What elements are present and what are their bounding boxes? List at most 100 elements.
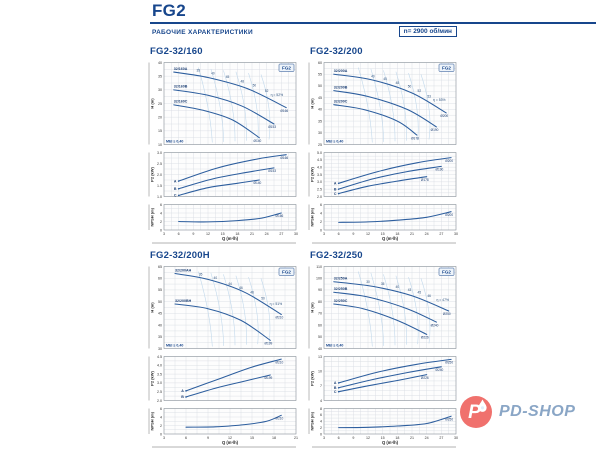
svg-text:6: 6 <box>178 232 180 236</box>
svg-text:Q (m³/h): Q (m³/h) <box>222 440 239 445</box>
svg-text:3.0: 3.0 <box>157 381 162 385</box>
svg-text:2: 2 <box>320 426 322 430</box>
svg-text:Ø226: Ø226 <box>421 336 429 340</box>
svg-text:Ø153: Ø153 <box>268 125 276 129</box>
svg-text:B: B <box>334 386 337 390</box>
svg-text:Q (m³/h): Q (m³/h) <box>222 236 239 241</box>
svg-text:Ø178: Ø178 <box>421 178 429 182</box>
svg-text:32/200B: 32/200B <box>334 85 348 89</box>
svg-text:9: 9 <box>352 436 354 440</box>
svg-text:Ø166: Ø166 <box>276 214 284 218</box>
svg-text:3: 3 <box>323 436 325 440</box>
svg-text:MEI ≥ 0,40: MEI ≥ 0,40 <box>326 140 343 144</box>
svg-text:1.5: 1.5 <box>157 184 162 188</box>
svg-text:10: 10 <box>158 143 162 147</box>
svg-text:24: 24 <box>425 232 429 236</box>
svg-text:45: 45 <box>318 96 322 100</box>
svg-text:32/160A: 32/160A <box>174 67 188 71</box>
svg-text:η = 47%: η = 47% <box>436 298 449 302</box>
svg-text:NPSH (m): NPSH (m) <box>310 411 315 430</box>
svg-text:60: 60 <box>318 61 322 65</box>
svg-text:15: 15 <box>158 129 162 133</box>
svg-text:27: 27 <box>279 232 283 236</box>
svg-text:Ø190: Ø190 <box>431 128 439 132</box>
svg-text:32/160B: 32/160B <box>174 85 188 89</box>
svg-text:Ø199: Ø199 <box>265 342 273 346</box>
svg-text:21: 21 <box>410 436 414 440</box>
svg-text:50: 50 <box>158 300 162 304</box>
svg-text:B: B <box>174 187 177 191</box>
svg-text:Ø226: Ø226 <box>421 376 429 380</box>
hq-chart: 10 15 20 25 30 35 40 H (m) 32/160A Ø166 32/160B Ø15… <box>148 61 297 147</box>
svg-text:10: 10 <box>318 369 322 373</box>
svg-text:55: 55 <box>158 288 162 292</box>
page-title: FG2 <box>152 1 186 20</box>
p2-chart: 4 7 10 13 P2 (kW) A Ø250 B Ø240 C Ø226 <box>308 355 457 403</box>
svg-text:3: 3 <box>323 232 325 236</box>
svg-text:Ø250: Ø250 <box>443 312 451 316</box>
svg-text:Ø210: Ø210 <box>276 360 284 364</box>
svg-text:4: 4 <box>320 420 322 424</box>
svg-text:30: 30 <box>454 232 458 236</box>
svg-text:32/250C: 32/250C <box>334 299 348 303</box>
svg-text:40: 40 <box>318 108 322 112</box>
svg-text:8: 8 <box>320 407 322 411</box>
svg-text:5.0: 5.0 <box>317 151 322 155</box>
svg-text:Q (m³/h): Q (m³/h) <box>382 440 399 445</box>
chart-group-title: FG2-32/250 <box>310 250 363 261</box>
svg-text:90: 90 <box>318 288 322 292</box>
svg-text:52: 52 <box>418 89 422 93</box>
svg-text:24: 24 <box>425 436 429 440</box>
svg-text:60: 60 <box>318 323 322 327</box>
chart-group-title: FG2-32/160 <box>150 46 203 57</box>
svg-text:3.5: 3.5 <box>317 173 322 177</box>
pdshop-logo: P PD-SHOP <box>460 396 575 428</box>
svg-text:Ø200: Ø200 <box>445 213 453 217</box>
svg-text:43: 43 <box>408 288 412 292</box>
svg-text:Ø190: Ø190 <box>436 168 444 172</box>
svg-text:FG2: FG2 <box>442 66 451 71</box>
svg-text:NPSH (m): NPSH (m) <box>310 207 315 226</box>
svg-text:12: 12 <box>228 436 232 440</box>
svg-text:13: 13 <box>318 355 322 359</box>
svg-text:9: 9 <box>352 232 354 236</box>
svg-text:Ø199: Ø199 <box>265 376 273 380</box>
svg-text:50: 50 <box>408 85 412 89</box>
svg-text:η = 52%: η = 52% <box>271 93 284 97</box>
svg-text:Ø166: Ø166 <box>280 109 288 113</box>
chart-group-title: FG2-32/200 <box>310 46 363 57</box>
svg-text:6: 6 <box>338 232 340 236</box>
svg-text:0: 0 <box>160 432 162 436</box>
svg-text:52: 52 <box>265 89 269 93</box>
svg-text:A: A <box>174 179 177 183</box>
svg-text:30: 30 <box>366 280 370 284</box>
svg-text:12: 12 <box>366 232 370 236</box>
svg-text:Ø250: Ø250 <box>445 361 453 365</box>
svg-text:35: 35 <box>318 119 322 123</box>
pdshop-logo-text: PD-SHOP <box>499 403 576 420</box>
svg-text:30: 30 <box>158 347 162 351</box>
svg-text:3: 3 <box>163 232 165 236</box>
svg-text:15: 15 <box>381 436 385 440</box>
svg-text:4.0: 4.0 <box>317 165 322 169</box>
svg-text:4: 4 <box>320 211 322 215</box>
svg-text:2: 2 <box>160 424 162 428</box>
svg-text:H (m): H (m) <box>150 98 155 109</box>
svg-text:27: 27 <box>439 436 443 440</box>
svg-text:2.5: 2.5 <box>317 187 322 191</box>
svg-text:Ø200: Ø200 <box>440 114 448 118</box>
svg-text:32/200BH: 32/200BH <box>175 299 192 303</box>
svg-text:40: 40 <box>158 323 162 327</box>
svg-text:40: 40 <box>214 276 218 280</box>
svg-text:0: 0 <box>160 228 162 232</box>
svg-text:4: 4 <box>160 211 162 215</box>
svg-text:4.5: 4.5 <box>317 158 322 162</box>
svg-text:25: 25 <box>158 102 162 106</box>
svg-text:9: 9 <box>207 436 209 440</box>
svg-text:Ø153: Ø153 <box>268 169 276 173</box>
svg-text:4: 4 <box>160 415 162 419</box>
svg-text:35: 35 <box>199 272 203 276</box>
svg-text:45: 45 <box>158 312 162 316</box>
